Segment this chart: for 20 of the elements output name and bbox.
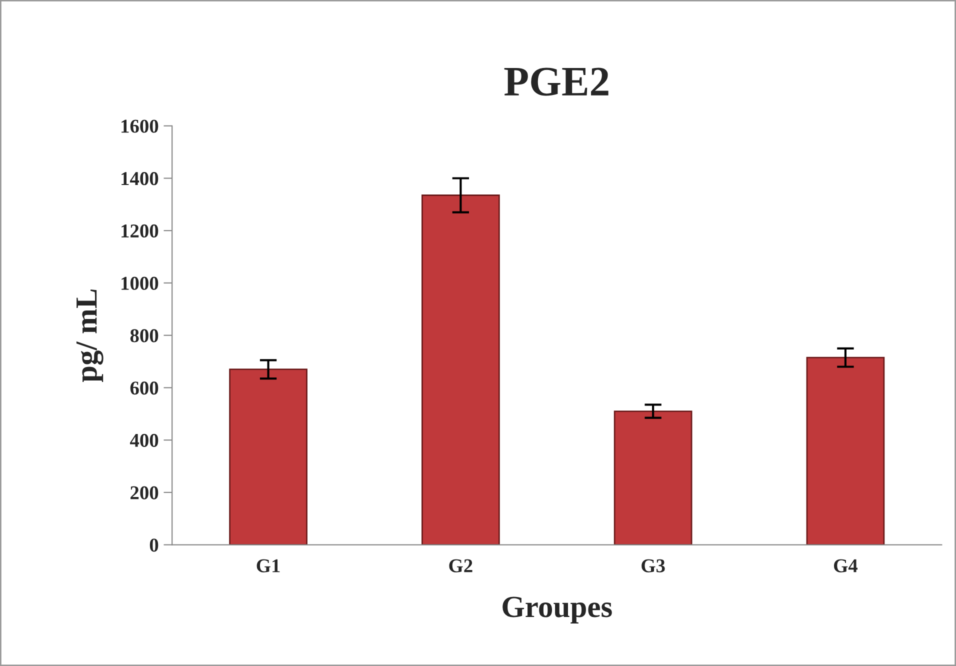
bar xyxy=(422,194,500,545)
y-tick-label: 1400 xyxy=(122,172,158,186)
bar xyxy=(614,410,692,545)
y-tick-label: 1200 xyxy=(122,224,158,238)
y-tick-label: 1000 xyxy=(122,276,158,290)
y-tick-label: 1600 xyxy=(122,120,158,133)
bar xyxy=(229,368,308,545)
y-tick-label: 200 xyxy=(130,486,158,500)
y-tick-label: 0 xyxy=(150,538,158,552)
y-tick-label: 400 xyxy=(130,434,158,447)
y-tick-label: 600 xyxy=(130,382,158,395)
x-axis-title: Groupes xyxy=(502,596,612,624)
x-tick-label: G4 xyxy=(834,559,858,572)
x-tick-label: G3 xyxy=(642,559,665,572)
chart-title: PGE2 xyxy=(504,68,608,96)
y-tick-label: 800 xyxy=(130,329,158,342)
y-axis-title: pg/ mL xyxy=(76,289,104,382)
x-tick-label: G2 xyxy=(449,559,472,572)
bar xyxy=(806,356,885,545)
x-tick-label: G1 xyxy=(256,559,280,572)
